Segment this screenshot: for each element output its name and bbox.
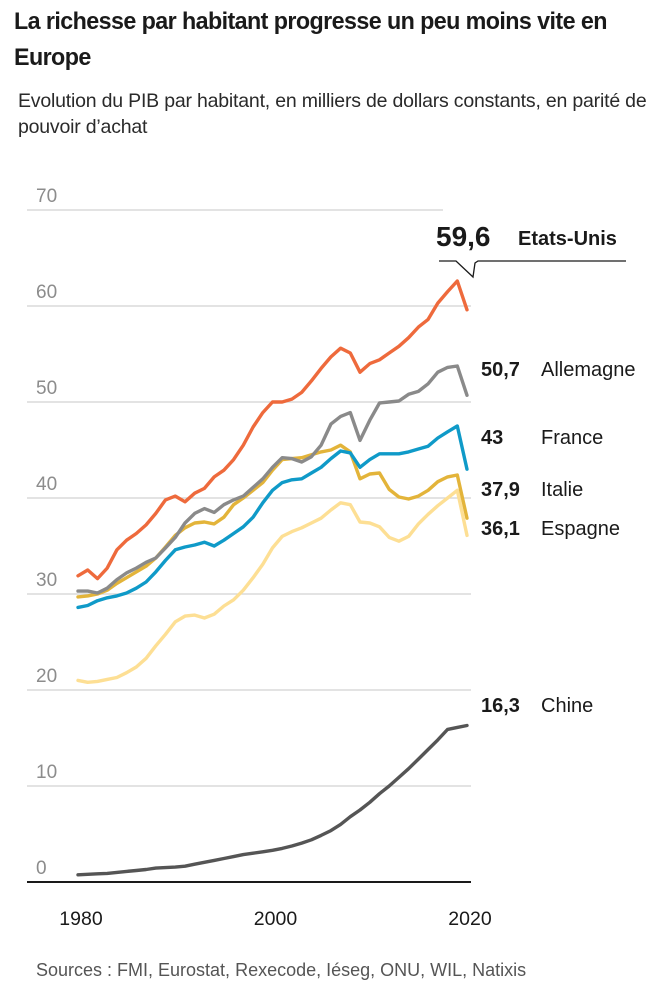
y-tick-label: 30 — [36, 570, 57, 591]
series-line-chine — [76, 723, 469, 877]
y-tick-label: 70 — [36, 186, 57, 207]
callout-bracket — [439, 260, 626, 279]
series-name-label: Allemagne — [541, 359, 636, 381]
y-tick-label: 40 — [36, 474, 57, 495]
y-tick-label: 60 — [36, 282, 57, 303]
series-lines — [76, 279, 469, 877]
chart-subtitle: Evolution du PIB par habitant, en millie… — [18, 90, 647, 138]
series-line-etatsunis — [76, 279, 469, 581]
chart-title: La richesse par habitant progresse un pe… — [14, 8, 607, 71]
x-tick-label: 2020 — [448, 908, 492, 930]
series-line-italie — [76, 443, 469, 599]
series-line-espagne — [76, 488, 469, 684]
end-value-label: 43 — [481, 427, 503, 449]
end-value-label: 50,7 — [481, 359, 520, 381]
us-end-value-label: 59,6 — [436, 221, 491, 252]
series-name-label: France — [541, 427, 603, 449]
x-tick-label: 1980 — [59, 908, 103, 930]
gridlines — [27, 209, 471, 883]
y-tick-label: 20 — [36, 666, 57, 687]
x-axis-ticks: 1980 2000 2020 — [59, 908, 492, 930]
series-line-allemagne — [76, 364, 469, 595]
end-value-label: 37,9 — [481, 479, 520, 501]
x-tick-label: 2000 — [254, 908, 298, 930]
series-line-france — [76, 424, 469, 610]
us-callout: 59,6 Etats-Unis — [436, 221, 626, 279]
end-value-label: 16,3 — [481, 695, 520, 717]
y-axis-ticks: 0 10 20 30 40 50 60 70 — [36, 186, 57, 879]
series-name-label: Chine — [541, 695, 593, 717]
series-end-labels: 50,7 Allemagne 43 France 37,9 Italie 36,1 Espag… — [481, 359, 636, 717]
end-value-label: 36,1 — [481, 518, 520, 540]
y-tick-label: 50 — [36, 378, 57, 399]
y-tick-label: 0 — [36, 858, 47, 879]
source-note: Sources : FMI, Eurostat, Rexecode, Iéseg… — [36, 960, 527, 980]
series-name-label: Espagne — [541, 518, 620, 540]
series-name-label: Italie — [541, 479, 583, 501]
y-tick-label: 10 — [36, 762, 57, 783]
us-series-name-label: Etats-Unis — [518, 228, 617, 250]
